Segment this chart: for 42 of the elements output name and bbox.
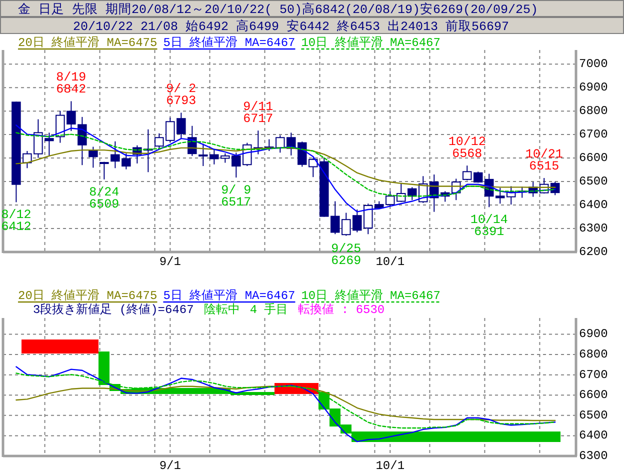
y-tick-label: 6300 [579, 449, 608, 463]
x-tick-label: 9/1 [159, 255, 181, 269]
y-tick-label: 6800 [579, 348, 608, 362]
text: 4 手目 [250, 302, 288, 317]
annotation: 9/ 9 6517 [221, 184, 252, 210]
y-tick-label: 6600 [579, 151, 608, 166]
text: 20日 終値平滑 MA=6475 [18, 289, 158, 303]
annotation: 10/21 6515 [525, 148, 563, 174]
text: 5日 終値平滑 MA=6467 [163, 36, 296, 50]
y-tick-label: 6900 [579, 80, 608, 95]
y-tick-label: 6900 [579, 327, 608, 342]
chart-subtitle: 20/10/22 21/08 始6492 高6499 安6442 終6453 出24013 前取56697 [73, 18, 510, 34]
y-tick-label: 6700 [579, 128, 608, 142]
y-tick-label: 6700 [579, 368, 608, 382]
annotation: 9/ 2 6793 [166, 82, 196, 108]
y-tick-label: 6300 [579, 222, 608, 236]
text: 10日 終値平滑 MA=6467 [301, 36, 440, 50]
y-tick-label: 6400 [579, 198, 608, 212]
chart-title: 金 日足 先限 期間20/08/12～20/10/22( 50)高6842(20/08/19)安6269(20/09/25) [18, 1, 538, 17]
annotation: 10/14 6391 [470, 213, 508, 240]
y-tick-label: 7000 [579, 57, 608, 72]
y-tick-label: 6500 [579, 408, 608, 422]
text: 転換値 : 6530 [298, 303, 385, 317]
y-tick-label: 6800 [579, 104, 608, 118]
annotation: 8/24 6509 [89, 185, 120, 212]
annotation: 8/12 6412 [1, 208, 32, 234]
text: 5日 終値平滑 MA=6467 [163, 289, 296, 303]
x-tick-label: 10/1 [376, 255, 405, 269]
text: 20日 終値平滑 MA=6475 [18, 36, 158, 50]
y-tick-label: 6200 [579, 245, 608, 259]
y-tick-label: 6600 [579, 388, 608, 402]
text: 陰転中 [204, 303, 240, 317]
y-tick-label: 6400 [579, 428, 608, 443]
annotation: 9/25 6269 [331, 242, 362, 268]
annotation: 9/11 6717 [243, 100, 274, 126]
annotation: 8/19 6842 [56, 70, 86, 97]
x-tick-label: 9/1 [159, 459, 181, 473]
text: 10日 終値平滑 MA=6467 [301, 289, 440, 303]
x-tick-label: 10/1 [376, 459, 405, 473]
annotation: 10/12 6568 [448, 135, 486, 162]
text: 3段抜き新値足 (終値)=6467 [33, 302, 194, 317]
y-tick-label: 6500 [579, 174, 608, 189]
